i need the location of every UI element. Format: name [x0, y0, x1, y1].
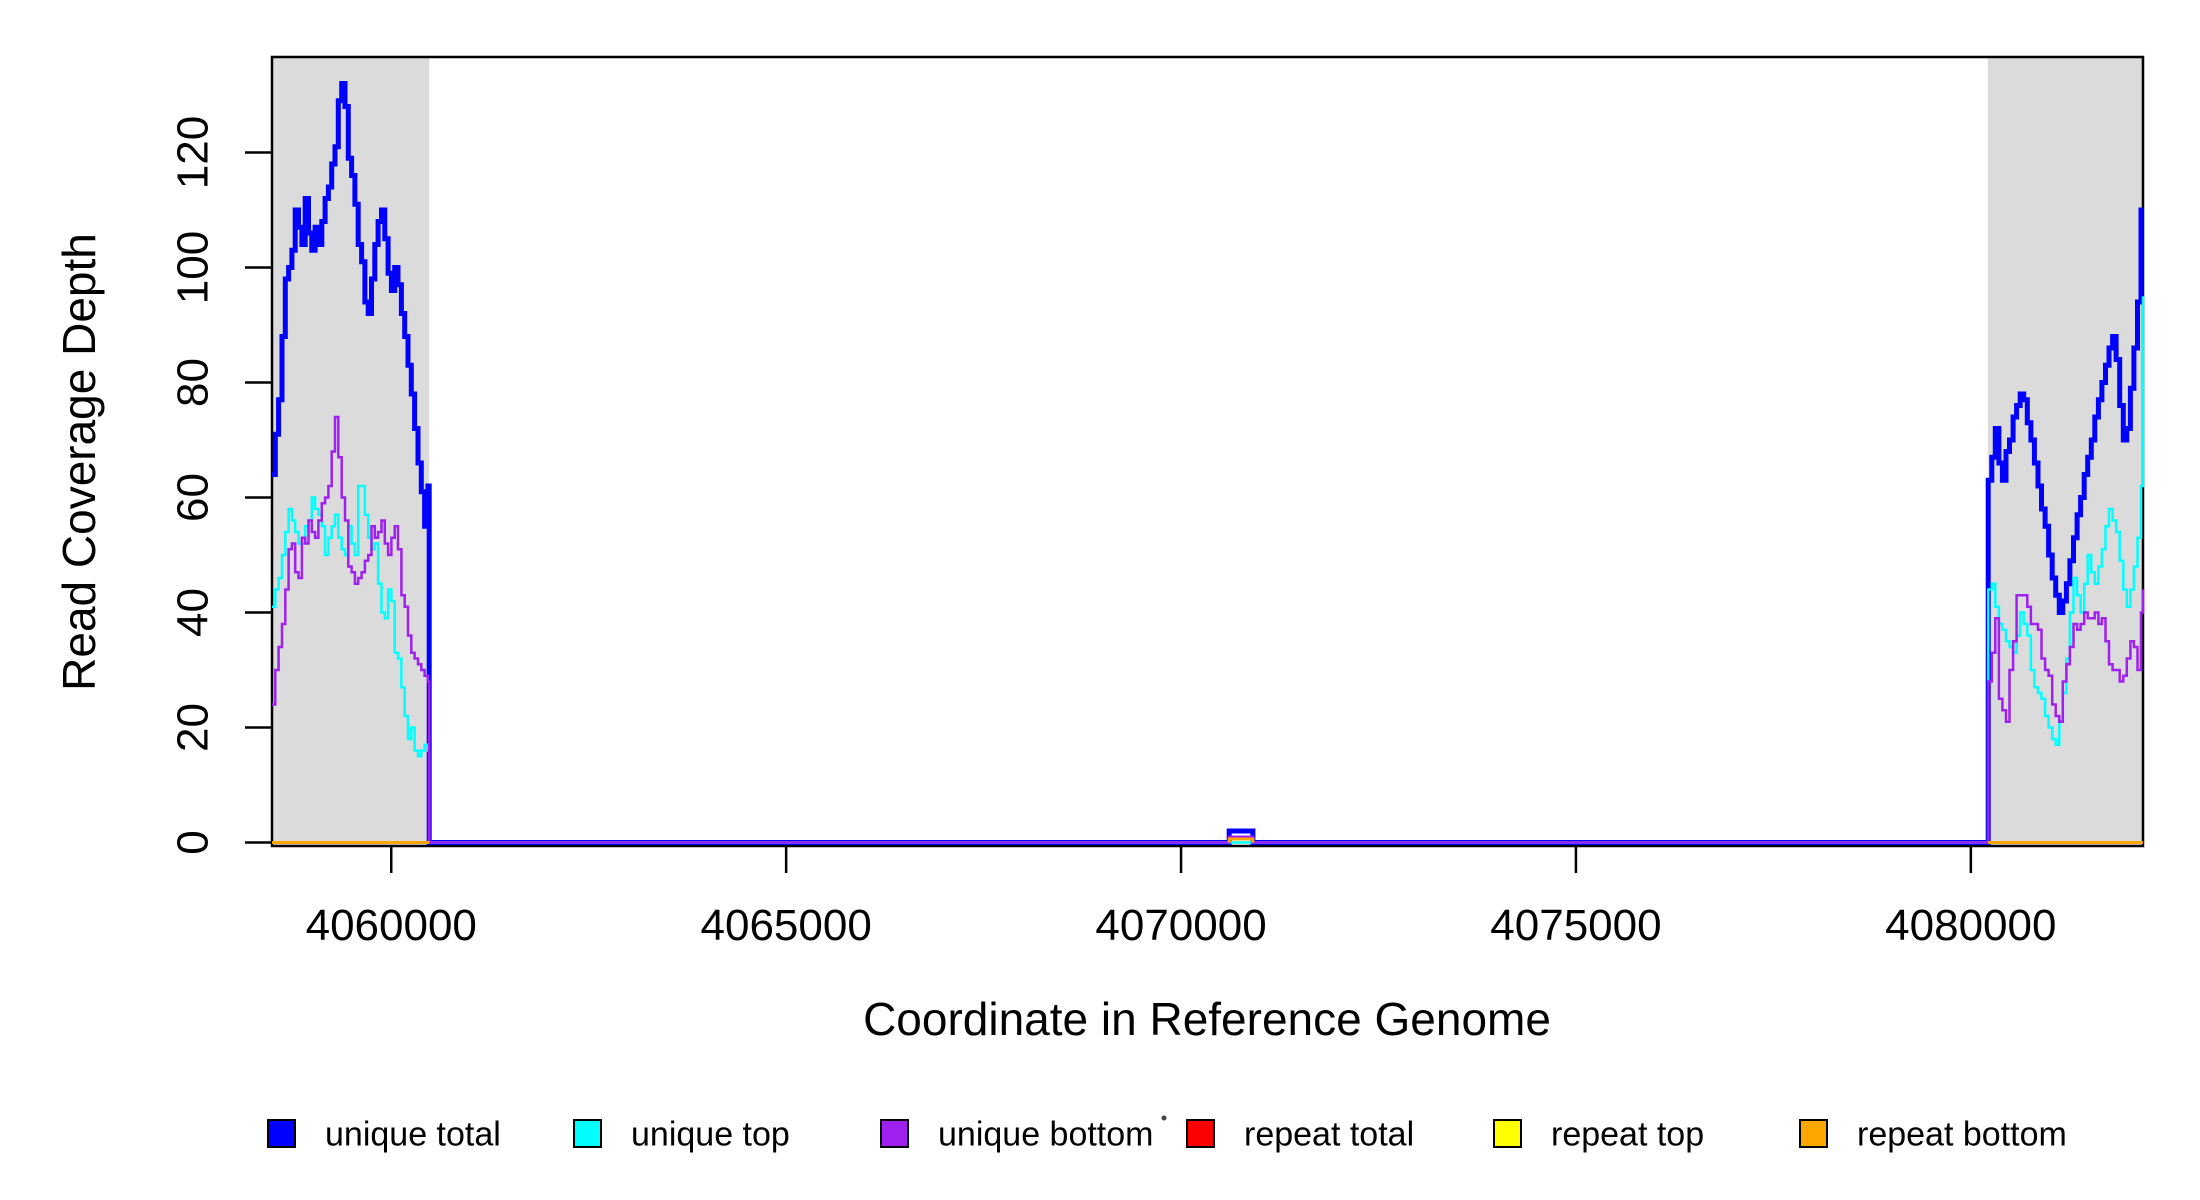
legend-item-unique-top: unique top — [573, 1116, 790, 1154]
legend-item-repeat-top: repeat top — [1493, 1116, 1704, 1154]
axes-layer: 4060000 4065000 4070000 4075000 4080000 0 20 40… — [169, 116, 2057, 950]
legend-item-unique-bottom: unique bottom — [880, 1116, 1154, 1154]
legend-swatch-repeat-top — [1493, 1119, 1522, 1148]
series-line-unique-total — [272, 81, 2144, 845]
series-unique-top — [272, 296, 2145, 844]
series-unique-bottom — [272, 415, 2145, 844]
legend-item-unique-total: unique total — [267, 1116, 501, 1154]
x-axis-tick-label: 4065000 — [701, 901, 872, 950]
series-layer — [272, 81, 2145, 845]
y-axis-tick-label: 100 — [169, 231, 218, 304]
legend-swatch-repeat-total — [1186, 1119, 1215, 1148]
y-axis-tick-label: 0 — [169, 830, 218, 854]
series-unique-total — [272, 81, 2144, 845]
legend-swatch-unique-bottom — [880, 1119, 909, 1148]
legend-swatch-unique-total — [267, 1119, 296, 1148]
x-axis-tick-label: 4070000 — [1095, 901, 1266, 950]
series-line-unique-bottom — [272, 415, 2145, 844]
series-repeat-bottom — [272, 837, 2143, 844]
legend-label-repeat-total: repeat total — [1244, 1116, 1414, 1154]
legend-swatch-repeat-bottom — [1799, 1119, 1828, 1148]
legend-item-repeat-total: repeat total — [1186, 1116, 1414, 1154]
highlight-bands-layer — [272, 57, 2143, 845]
x-axis-tick-label: 4080000 — [1885, 901, 2056, 950]
legend-label-unique-total: unique total — [325, 1116, 501, 1154]
x-axis-tick-label: 4060000 — [306, 901, 477, 950]
legend-label-unique-top: unique top — [631, 1116, 790, 1154]
legend-swatch-unique-top — [573, 1119, 602, 1148]
y-axis-title: Read Coverage Depth — [53, 233, 105, 691]
plot-box-layer — [270, 55, 2145, 848]
stray-dot — [1161, 1115, 1167, 1121]
series-line-repeat-bottom — [1227, 837, 1255, 843]
legend-label-repeat-top: repeat top — [1551, 1116, 1704, 1154]
repeat-region-left-band — [272, 57, 430, 845]
legend-label-unique-bottom: unique bottom — [938, 1116, 1154, 1154]
legend-item-repeat-bottom: repeat bottom — [1799, 1116, 2067, 1154]
x-axis-tick-label: 4075000 — [1490, 901, 1661, 950]
y-axis-tick-label: 40 — [169, 588, 218, 637]
y-axis-tick-label: 20 — [169, 703, 218, 752]
legend-layer: unique total unique top unique bottom repea… — [267, 1115, 2067, 1154]
y-axis-tick-label: 60 — [169, 473, 218, 522]
series-line-unique-top — [272, 296, 2145, 844]
repeat-region-right-band — [1987, 57, 2143, 845]
y-axis-tick-label: 120 — [169, 116, 218, 189]
plot-box — [270, 55, 2145, 848]
legend-label-repeat-bottom: repeat bottom — [1857, 1116, 2067, 1154]
y-axis-tick-label: 80 — [169, 358, 218, 407]
x-axis-title: Coordinate in Reference Genome — [863, 993, 1551, 1045]
